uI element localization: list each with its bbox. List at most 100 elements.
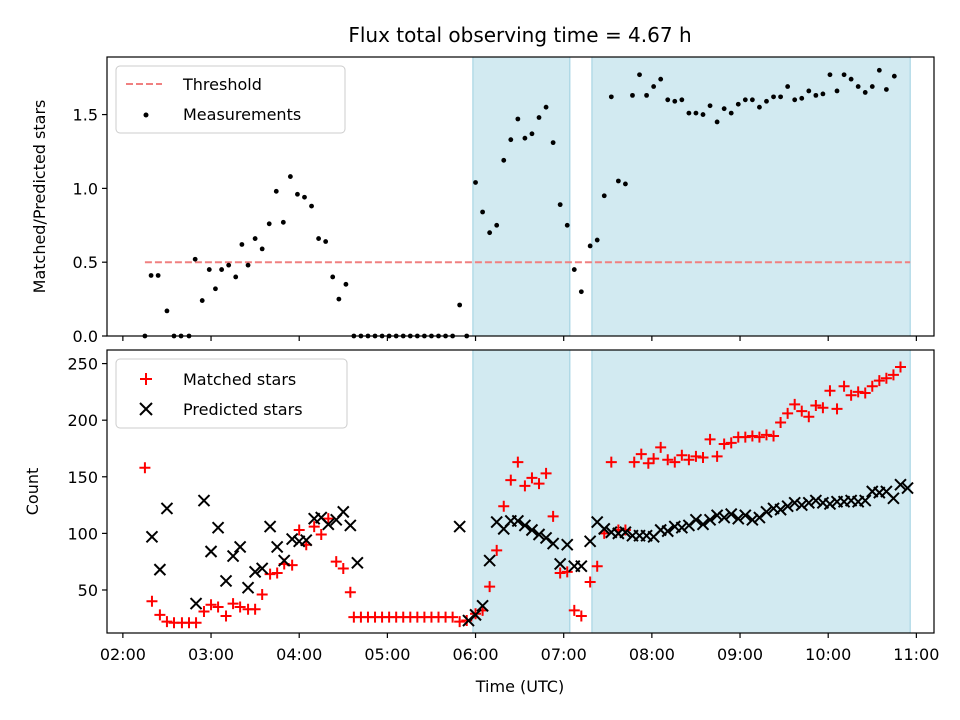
shaded-interval-2 — [591, 350, 911, 633]
measurement-point — [309, 203, 314, 209]
measurement-point — [245, 262, 251, 268]
y-tick-label: 0.0 — [73, 327, 98, 346]
matched-star-point — [768, 430, 780, 442]
x-tick-label: 08:00 — [629, 645, 675, 664]
measurement-point — [785, 84, 791, 89]
legend-predicted-label: Predicted stars — [183, 400, 303, 419]
matched-star-point — [683, 454, 695, 466]
predicted-star-point — [546, 537, 560, 550]
predicted-star-point — [774, 503, 787, 516]
matched-star-point — [697, 452, 709, 464]
top-panel: 0.0 0.5 1.0 1.5 Matched/Predicted stars Thr… — [30, 56, 935, 346]
measurement-point — [206, 267, 212, 272]
matched-star-point — [628, 456, 640, 468]
matched-star-point — [330, 556, 342, 568]
predicted-star-point — [511, 514, 525, 528]
matched-star-point — [831, 403, 843, 415]
predicted-star-point — [760, 505, 773, 519]
predicted-star-point — [344, 519, 357, 532]
matched-star-point — [344, 586, 356, 598]
measurement-point — [764, 98, 769, 104]
matched-star-point — [293, 524, 305, 536]
matched-star-point — [817, 402, 829, 414]
x-tick-label: 05:00 — [364, 645, 410, 664]
predicted-star-point — [739, 509, 752, 522]
measurement-point — [728, 110, 734, 116]
predicted-star-point — [809, 494, 823, 507]
measurement-point — [564, 222, 570, 228]
measurement-point — [608, 94, 614, 100]
matched-star-point — [271, 567, 283, 579]
predicted-star-point — [322, 518, 335, 531]
measurement-point — [494, 222, 500, 228]
predicted-star-point — [802, 496, 816, 510]
shaded-interval-1 — [472, 57, 570, 336]
matched-star-point — [505, 474, 517, 486]
measurement-point — [855, 84, 861, 89]
matched-star-point — [746, 430, 758, 442]
measurement-point — [813, 92, 819, 98]
matched-star-point — [139, 462, 151, 474]
top-shaded-intervals — [472, 57, 911, 336]
measurement-point — [707, 103, 713, 109]
predicted-star-point — [619, 526, 632, 539]
measurement-point — [273, 188, 279, 194]
predicted-star-point — [732, 512, 745, 525]
matched-star-point — [810, 399, 822, 411]
predicted-star-point — [285, 532, 299, 546]
measurement-point — [148, 273, 154, 278]
predicted-star-point — [532, 528, 546, 541]
measurement-point — [280, 219, 286, 225]
top-legend: Threshold Measurements — [115, 65, 346, 134]
legend-predicted-swatch — [139, 402, 153, 416]
measurement-point — [792, 97, 798, 103]
matched-star-point — [838, 380, 850, 392]
measurement-point — [336, 296, 342, 302]
predicted-star-point — [696, 518, 710, 531]
measurement-point — [749, 97, 755, 103]
matched-star-point — [315, 529, 327, 541]
measurement-point — [721, 106, 727, 112]
matched-star-point — [498, 500, 510, 512]
legend-measurements-label: Measurements — [183, 105, 301, 124]
measurement-point — [644, 92, 649, 98]
measurement-point — [323, 239, 329, 244]
measurement-point — [615, 178, 621, 184]
predicted-star-point — [233, 540, 247, 554]
top-y-axis-label: Matched/Predicted stars — [30, 100, 49, 294]
measurement-point — [239, 242, 245, 247]
matched-star-point — [605, 456, 617, 468]
measurement-point — [891, 73, 897, 79]
predicted-star-point — [859, 494, 872, 507]
matched-star-point — [690, 450, 702, 462]
predicted-star-point — [211, 521, 225, 534]
measurement-point — [287, 174, 293, 179]
predicted-star-point — [145, 530, 159, 543]
measurement-point — [522, 135, 528, 141]
legend-matched-swatch — [140, 373, 152, 385]
y-tick-label: 1.5 — [73, 106, 98, 125]
predicted-star-point — [160, 502, 174, 515]
x-tick-label: 06:00 — [452, 645, 498, 664]
predicted-star-point — [887, 492, 900, 505]
matched-star-point — [161, 616, 173, 628]
y-tick-label: 0.5 — [73, 253, 98, 272]
measurement-point — [876, 67, 882, 73]
matched-star-point — [154, 609, 166, 621]
measurement-point — [714, 119, 720, 125]
matched-star-point — [198, 605, 210, 617]
predicted-star-point — [300, 533, 313, 547]
measurement-point — [501, 157, 507, 163]
measurement-point — [820, 91, 826, 97]
matched-star-point — [256, 589, 268, 601]
measurement-point — [651, 84, 657, 89]
matched-star-point — [220, 610, 232, 622]
measurement-point — [192, 256, 198, 262]
predicted-star-point — [746, 513, 759, 527]
measurement-point — [587, 243, 593, 249]
measurement-point — [623, 181, 628, 187]
measurement-point — [742, 97, 748, 103]
predicted-star-point — [337, 505, 350, 519]
legend-threshold-label: Threshold — [182, 75, 262, 94]
measurement-point — [457, 302, 463, 308]
